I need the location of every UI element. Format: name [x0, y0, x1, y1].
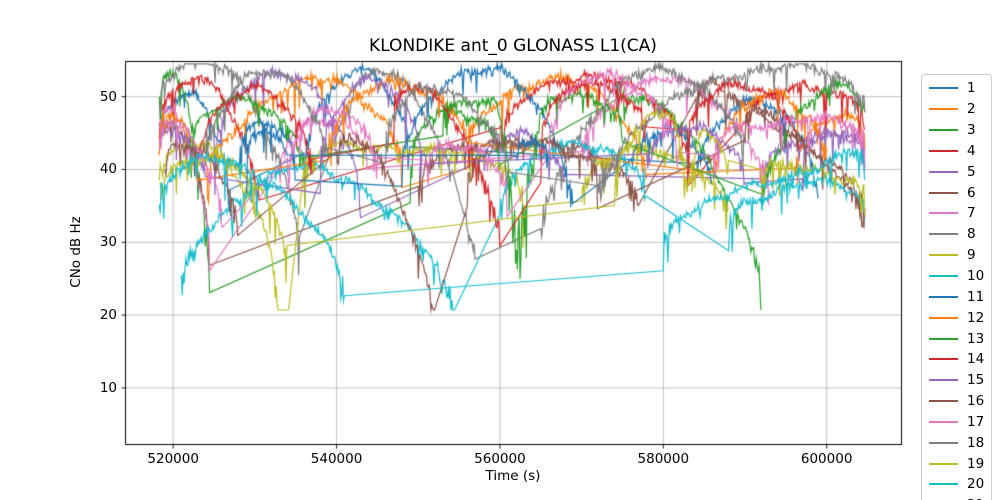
- legend-label: 13: [967, 330, 985, 347]
- y-tick-label: 50: [99, 88, 117, 105]
- x-tick-label: 560000: [474, 451, 526, 467]
- legend-item: 21: [929, 495, 991, 500]
- legend-label: 7: [967, 205, 976, 222]
- legend-item: 10: [929, 266, 991, 287]
- legend-item: 20: [929, 474, 991, 495]
- y-tick-label: 10: [99, 379, 117, 396]
- legend-label: 20: [967, 476, 985, 493]
- legend-line-sample: [929, 337, 958, 340]
- legend-label: 2: [967, 101, 976, 118]
- legend-line-sample: [929, 233, 958, 236]
- legend-item: 11: [929, 286, 991, 307]
- legend-line-sample: [929, 87, 958, 90]
- legend-line-sample: [929, 483, 958, 486]
- legend-line-sample: [929, 358, 958, 361]
- legend-line-sample: [929, 149, 958, 152]
- legend-label: 5: [967, 163, 976, 180]
- legend-item: 15: [929, 370, 991, 391]
- y-tick-label: 20: [99, 307, 117, 324]
- legend-item: 1: [929, 78, 991, 99]
- legend-item: 2: [929, 99, 991, 120]
- legend-label: 9: [967, 247, 976, 264]
- legend-line-sample: [929, 212, 958, 215]
- legend-label: 6: [967, 184, 976, 201]
- legend-item: 19: [929, 453, 991, 474]
- legend-item: 4: [929, 141, 991, 162]
- legend-line-sample: [929, 420, 958, 423]
- y-axis-label: CNo dB Hz: [68, 216, 84, 288]
- legend-line-sample: [929, 170, 958, 173]
- legend-line-sample: [929, 316, 958, 319]
- legend-label: 3: [967, 122, 976, 139]
- x-tick-label: 520000: [147, 451, 199, 467]
- legend-line-sample: [929, 275, 958, 278]
- y-tick-label: 40: [99, 161, 117, 178]
- x-axis-label: Time (s): [485, 468, 541, 484]
- legend-line-sample: [929, 108, 958, 111]
- legend-line-sample: [929, 129, 958, 132]
- legend-line-sample: [929, 191, 958, 194]
- legend-item: 16: [929, 391, 991, 412]
- legend-item: 8: [929, 224, 991, 245]
- x-tick-label: 580000: [637, 451, 690, 467]
- legend-label: 10: [967, 268, 985, 285]
- legend-line-sample: [929, 462, 958, 465]
- legend-label: 14: [967, 351, 985, 368]
- legend-item: 7: [929, 203, 991, 224]
- legend-item: 5: [929, 161, 991, 182]
- legend-item: 12: [929, 307, 991, 328]
- legend-item: 14: [929, 349, 991, 370]
- legend-line-sample: [929, 254, 958, 257]
- legend-item: 6: [929, 182, 991, 203]
- legend-item: 17: [929, 412, 991, 433]
- legend-item: 18: [929, 432, 991, 453]
- legend-item: 13: [929, 328, 991, 349]
- legend-line-sample: [929, 441, 958, 444]
- legend: 123456789101112131415161718192021: [921, 74, 992, 500]
- legend-item: 3: [929, 120, 991, 141]
- legend-label: 15: [967, 372, 985, 389]
- legend-label: 8: [967, 226, 976, 243]
- legend-label: 4: [967, 142, 976, 159]
- legend-label: 16: [967, 393, 985, 410]
- legend-line-sample: [929, 295, 958, 298]
- legend-line-sample: [929, 400, 958, 403]
- x-tick-label: 540000: [310, 451, 363, 467]
- x-tick-label: 600000: [800, 451, 853, 467]
- legend-label: 21: [967, 497, 984, 500]
- legend-label: 19: [967, 455, 985, 472]
- legend-item: 9: [929, 245, 991, 266]
- legend-label: 18: [967, 434, 985, 451]
- legend-label: 11: [967, 288, 985, 305]
- legend-line-sample: [929, 379, 958, 382]
- legend-label: 17: [967, 413, 985, 430]
- legend-label: 1: [967, 80, 976, 97]
- y-tick-label: 30: [99, 234, 117, 251]
- chart-title: KLONDIKE ant_0 GLONASS L1(CA): [369, 36, 657, 56]
- legend-label: 12: [967, 309, 985, 326]
